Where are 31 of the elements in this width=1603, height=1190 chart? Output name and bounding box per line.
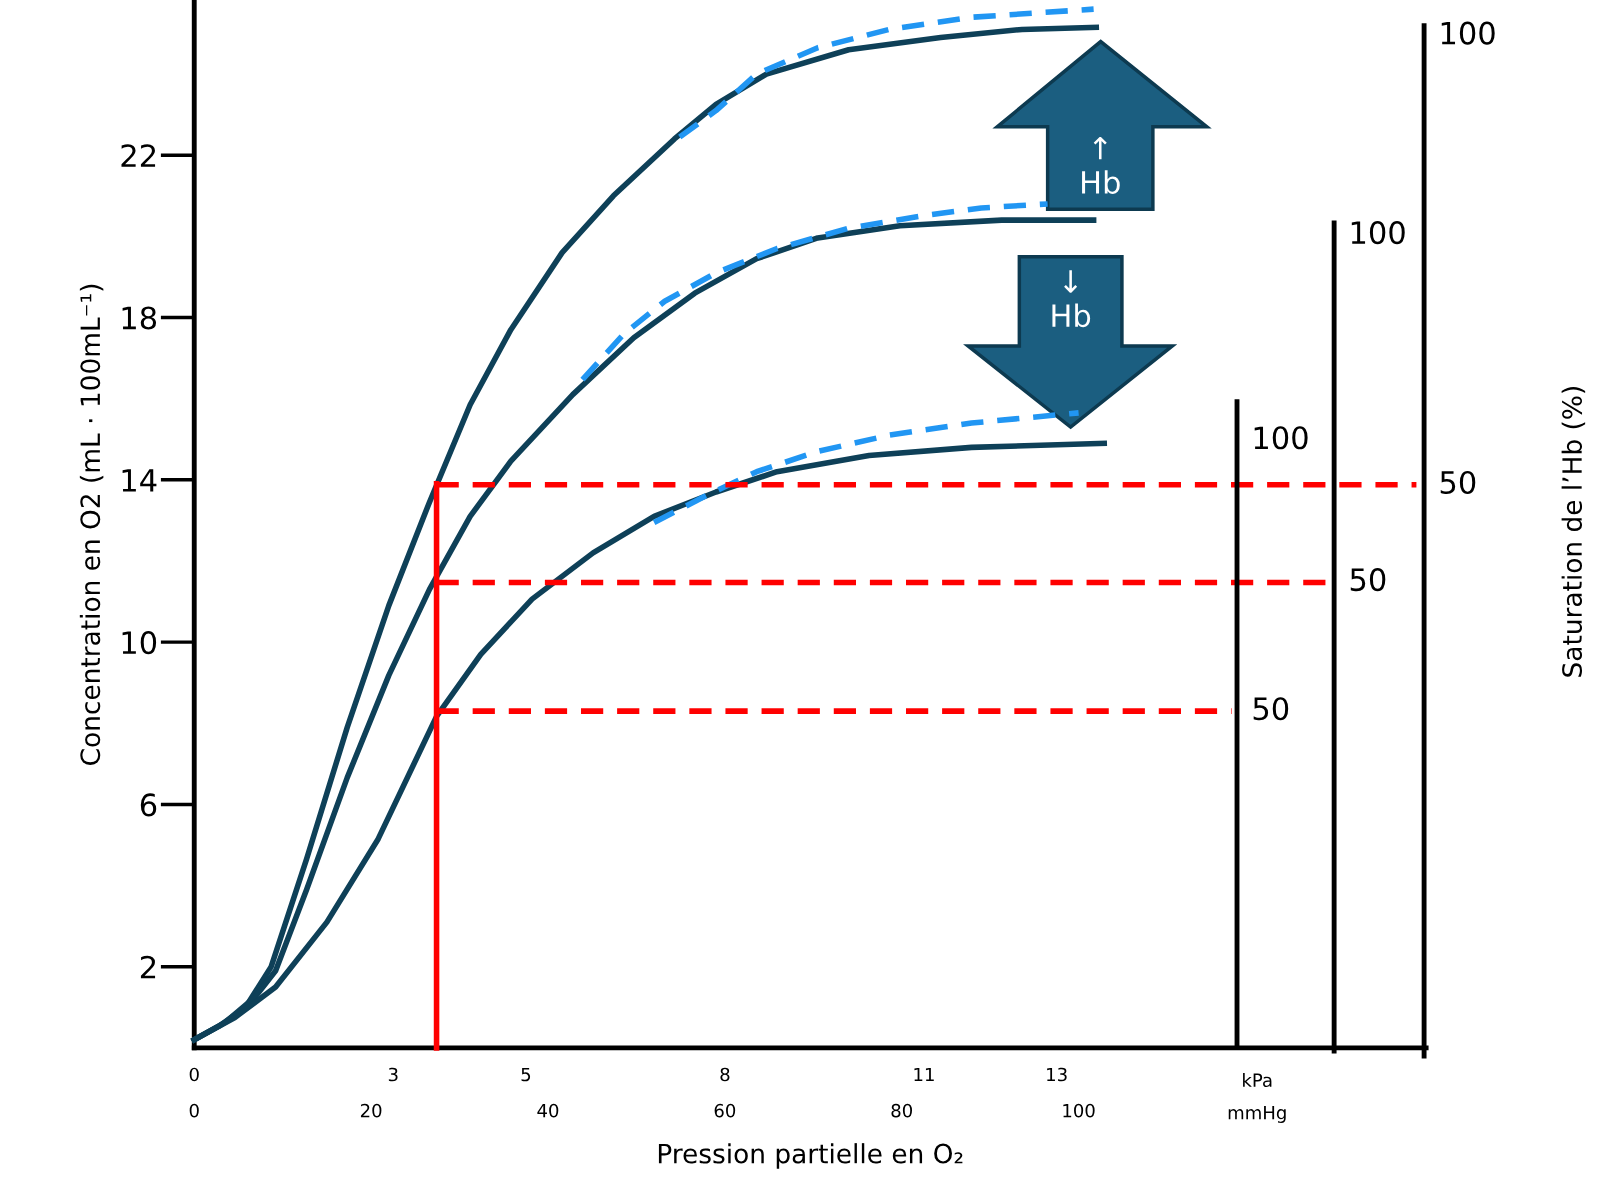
y-tick-label: 2: [140, 955, 156, 979]
y-tick-label: 22: [121, 144, 156, 167]
annotation: 50: [1253, 697, 1289, 721]
text: kPa: [1243, 1073, 1272, 1088]
x2-tick-label: 11: [914, 1067, 934, 1082]
x-tick-label: 0: [189, 1103, 199, 1118]
y-axis-title: Concentration en O2 (mL · 100mL⁻¹): [79, 284, 104, 765]
x-tick-label: 100: [1063, 1103, 1095, 1118]
text: Saturation de l’Hb (%): [1561, 387, 1586, 677]
text: 50: [1440, 470, 1476, 495]
y-tick-label: 14: [122, 469, 157, 492]
x2-tick-label: 3: [388, 1067, 398, 1082]
x-tick-label: 20: [360, 1103, 382, 1118]
annotation: 100: [1254, 426, 1308, 450]
x2-tick-label: 13: [1047, 1067, 1067, 1082]
x2-tick-label: 8: [720, 1067, 730, 1082]
y-tick-label: 10: [122, 631, 157, 655]
y-tick-label: 18: [122, 306, 157, 330]
x-tick-label: 60: [714, 1103, 736, 1118]
x-tick-label: 40: [537, 1103, 559, 1118]
annotation: ↓ Hb: [1052, 270, 1091, 328]
x2-tick-label: 5: [521, 1067, 531, 1082]
text: 100: [1441, 21, 1495, 45]
x2-tick-label: 0: [189, 1067, 199, 1082]
annotation: 50: [1350, 568, 1386, 592]
annotation: 100: [1351, 221, 1405, 245]
x-axis-title: Pression partielle en O₂: [658, 1143, 963, 1169]
text: mmHg: [1228, 1106, 1286, 1123]
x-tick-label: 80: [891, 1103, 913, 1118]
annotation: ↑ Hb: [1082, 136, 1120, 194]
y-tick-label: 6: [140, 793, 157, 817]
